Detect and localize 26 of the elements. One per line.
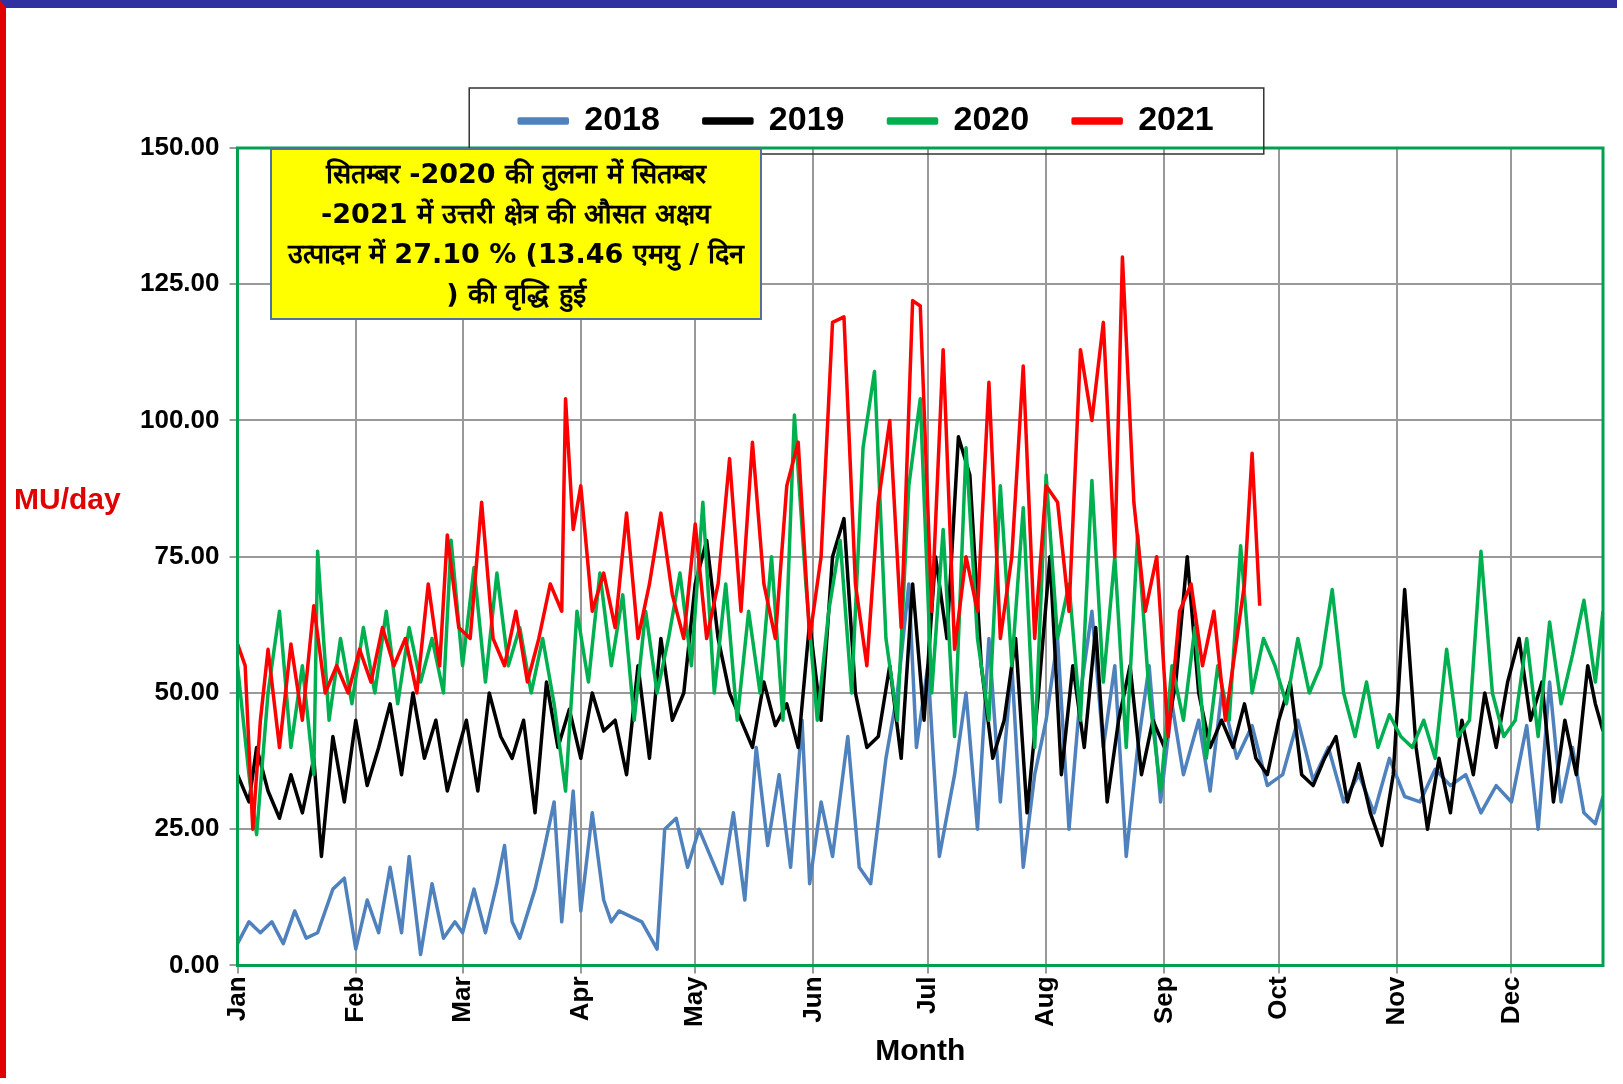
x-tick-label: Feb	[338, 976, 369, 1023]
y-tick-label: 0.00	[168, 948, 220, 979]
x-tick-label: Nov	[1380, 975, 1411, 1026]
y-tick-label: 125.00	[139, 267, 220, 298]
y-tick-label: 50.00	[154, 676, 220, 707]
x-tick-label: Dec	[1494, 976, 1525, 1025]
y-tick-label: 75.00	[154, 539, 220, 570]
x-tick-label: Jan	[220, 976, 251, 1022]
x-tick-label: Mar	[445, 976, 476, 1023]
annotation: सितम्बर -2020 की तुलना में सितम्बर -2021 में उत्तरी क्षेत्र की औसत अक्षय उत्पादन में 27.10 % (13.46 एमयु / दिन ) की वृद्धि हुई	[270, 148, 762, 320]
x-axis-title: Month	[875, 1033, 966, 1067]
x-tick-label: Jul	[911, 976, 942, 1014]
x-tick-label: Apr	[563, 976, 594, 1022]
legend-label: 2020	[953, 99, 1030, 138]
y-tick-label: 100.00	[139, 403, 220, 434]
x-tick-label: May	[678, 975, 709, 1027]
x-tick-label: Sep	[1147, 976, 1178, 1025]
y-tick-label: 25.00	[154, 812, 220, 843]
x-tick-label: Aug	[1029, 976, 1060, 1027]
x-tick-label: Oct	[1261, 976, 1292, 1020]
x-tick-label: Jun	[796, 976, 827, 1023]
legend-label: 2018	[584, 99, 660, 138]
legend-label: 2019	[768, 99, 845, 138]
y-axis-title: MU/day	[14, 482, 121, 516]
legend-label: 2021	[1138, 99, 1214, 138]
y-tick-label: 150.00	[139, 131, 220, 162]
